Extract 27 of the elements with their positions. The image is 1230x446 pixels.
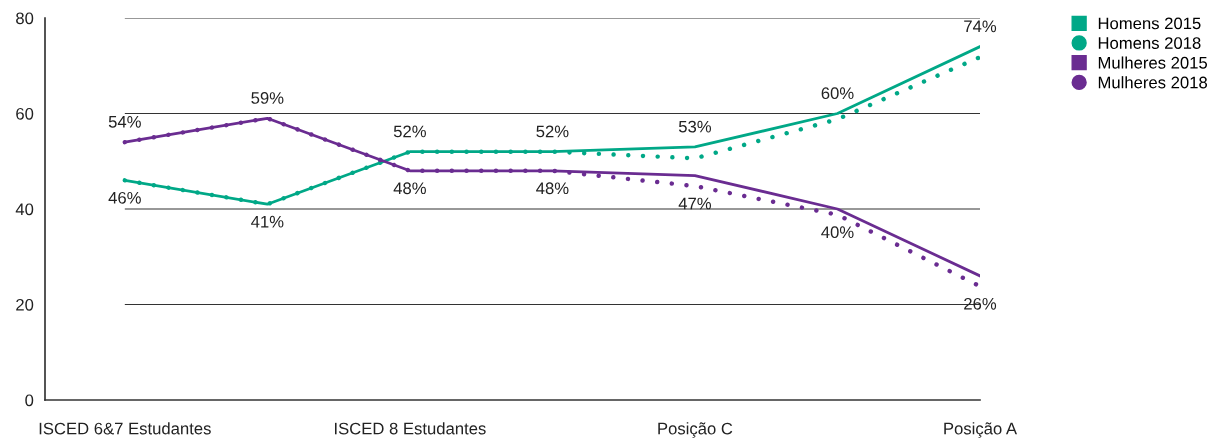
data-label: 52% (393, 125, 426, 138)
y-tick-label: 60 (16, 107, 34, 120)
legend-label: Mulheres 2018 (1098, 76, 1208, 89)
data-label: 52% (536, 125, 569, 138)
x-tick-label: ISCED 6&7 Estudantes (39, 422, 211, 435)
data-label: 48% (536, 182, 569, 195)
data-label: 74% (964, 20, 997, 33)
data-label: 53% (678, 120, 712, 133)
y-tick-label: 40 (15, 203, 34, 216)
x-tick-label: ISCED 8 Estudantes (334, 422, 486, 435)
data-label: 47% (678, 197, 712, 210)
data-label: 59% (251, 92, 284, 104)
data-label: 40% (821, 226, 854, 239)
y-tick-label: 20 (16, 298, 34, 311)
data-label: 48% (393, 182, 426, 195)
data-label: 54% (108, 116, 141, 128)
legend-label: Mulheres 2015 (1098, 56, 1208, 69)
data-label: 26% (964, 297, 997, 310)
data-label: 60% (821, 87, 854, 100)
data-label: 41% (251, 215, 284, 228)
legend-label: Homens 2018 (1098, 37, 1201, 49)
y-tick-label: 0 (25, 394, 34, 407)
data-label: 46% (108, 191, 141, 204)
legend-label: Homens 2015 (1098, 17, 1201, 30)
x-tick-label: Posição C (658, 422, 733, 438)
y-tick-label: 80 (16, 12, 34, 25)
x-tick-label: Posição A (944, 422, 1018, 438)
